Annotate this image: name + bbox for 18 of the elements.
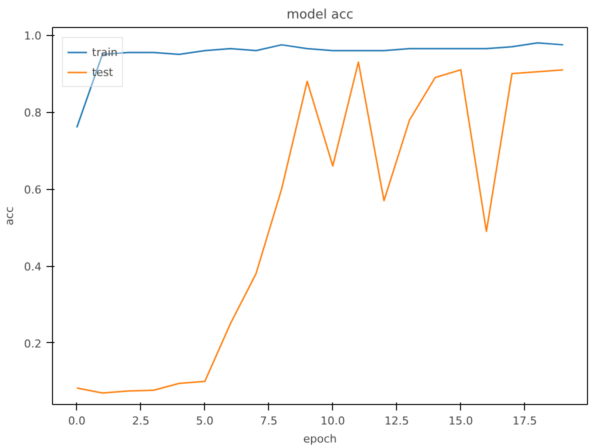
x-tick-label: 15.0 [448, 414, 474, 428]
x-tick-label: 2.5 [132, 414, 150, 428]
x-tick-label: 5.0 [196, 414, 214, 428]
x-tick-label: 0.0 [68, 414, 86, 428]
chart-title: model acc [286, 8, 354, 22]
x-tick-label: 7.5 [260, 414, 278, 428]
line-series [76, 61, 564, 394]
y-tick-label: 0.2 [24, 337, 42, 350]
x-axis-title: epoch [303, 432, 337, 446]
y-tick-label: 1.0 [24, 30, 42, 43]
x-tick-label: 10.0 [320, 414, 346, 428]
y-tick-label: 0.4 [24, 260, 42, 274]
y-axis-title: acc [3, 206, 16, 226]
y-tick-label: 0.8 [24, 106, 42, 120]
line-series [76, 42, 564, 128]
x-tick-label: 12.5 [384, 414, 410, 428]
y-tick-label: 0.6 [24, 184, 42, 197]
x-tick-label: 17.5 [512, 414, 538, 428]
